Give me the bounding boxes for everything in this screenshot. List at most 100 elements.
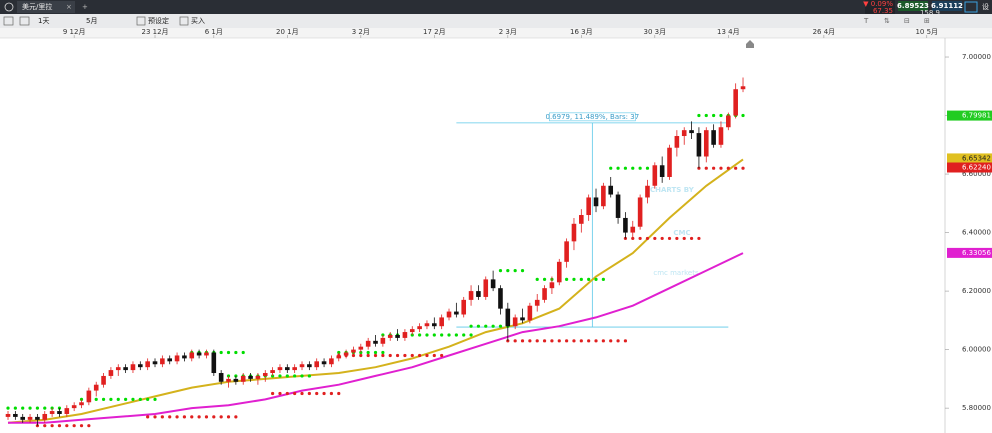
candle-body — [534, 299, 540, 306]
bid-box[interactable] — [898, 1, 928, 11]
level-dot — [315, 391, 319, 396]
preset[interactable]: 预设定 — [148, 16, 169, 25]
y-tick-label: 6.00000 — [962, 346, 991, 354]
tool-icon[interactable]: T — [863, 17, 869, 25]
candle-body — [387, 334, 393, 338]
date-axis — [0, 28, 992, 38]
candle-body — [483, 279, 489, 297]
level-dot — [542, 339, 547, 343]
candle-body — [645, 185, 650, 198]
candle-body — [424, 323, 430, 327]
candle-body — [57, 411, 62, 414]
level-dot — [153, 397, 157, 401]
level-dot — [116, 397, 120, 401]
candle-body — [343, 352, 349, 356]
level-dot — [278, 391, 282, 396]
candle-body — [79, 402, 84, 406]
candle-body — [130, 364, 136, 371]
y-tick-label: 6.60000 — [962, 170, 991, 178]
watermark-bottom: cmc markets — [653, 269, 699, 277]
tool-icon[interactable]: ⇅ — [884, 17, 890, 25]
x-tick-label: 26 4月 — [813, 28, 836, 36]
level-dot — [535, 277, 539, 281]
buy-icon[interactable] — [179, 16, 189, 26]
x-tick-label: 6 1月 — [205, 28, 223, 36]
level-dot — [219, 350, 223, 355]
level-dot — [43, 424, 47, 428]
menu-icon[interactable] — [3, 16, 14, 26]
level-dot — [168, 415, 172, 419]
layout-button[interactable] — [964, 1, 978, 13]
tool-icon[interactable]: ⊟ — [904, 17, 910, 25]
level-dot — [190, 415, 194, 419]
level-dot — [300, 391, 304, 396]
candle-body — [549, 282, 555, 289]
candle-body — [174, 355, 180, 362]
settings[interactable]: 设 — [982, 2, 989, 11]
ask-box[interactable] — [932, 1, 962, 11]
candle-body — [615, 194, 621, 218]
buy[interactable]: 买入 — [191, 17, 205, 25]
candle-body — [123, 367, 128, 371]
tab-icon[interactable] — [4, 2, 14, 12]
candle-body — [439, 317, 444, 327]
level-dot — [498, 324, 503, 328]
candle-body — [674, 136, 680, 148]
level-dot — [550, 339, 554, 343]
level-dot — [587, 277, 591, 281]
candle-body — [571, 223, 577, 242]
candle-body — [20, 416, 26, 420]
level-dot — [587, 339, 591, 343]
new-tab[interactable]: + — [82, 3, 88, 11]
tab[interactable] — [17, 1, 75, 13]
level-dot — [697, 236, 701, 241]
level-dot — [623, 339, 628, 343]
x-tick-label: 9 12月 — [63, 28, 86, 36]
tool-icon[interactable]: ⊞ — [924, 17, 930, 25]
candle-body — [380, 337, 386, 344]
grid-icon[interactable] — [19, 16, 30, 26]
candle-body — [329, 358, 334, 365]
candle-body — [490, 279, 496, 289]
level-dot — [101, 397, 106, 401]
candle-body — [476, 291, 481, 297]
level-dot — [293, 391, 297, 396]
ask[interactable]: 6.91112 — [931, 2, 963, 10]
level-dot — [704, 166, 708, 170]
candle-body — [402, 332, 408, 338]
level-dot — [395, 353, 400, 358]
level-dot — [373, 350, 378, 355]
tab-title[interactable]: 美元/里拉 — [22, 2, 52, 11]
level-dot — [138, 397, 142, 401]
candle-body — [630, 226, 636, 233]
candle-body — [255, 375, 261, 379]
level-dot — [146, 415, 150, 419]
interval[interactable]: 1天 — [38, 17, 49, 25]
candle-body — [726, 115, 731, 128]
candle-body — [270, 370, 275, 374]
watermark: CHARTS BY CMC cmc markets — [650, 186, 699, 277]
level-dot — [513, 269, 517, 273]
level-dot — [278, 374, 282, 378]
change-box — [865, 0, 895, 14]
level-dot — [609, 166, 613, 170]
x-tick-label: 20 1月 — [276, 28, 299, 36]
home-icon[interactable] — [746, 40, 754, 48]
candle-body — [285, 367, 290, 371]
preset-icon[interactable] — [136, 16, 146, 26]
level-dot — [212, 415, 216, 419]
candle-body — [101, 375, 106, 385]
level-dot — [660, 236, 664, 241]
bid[interactable]: 6.89523 — [897, 2, 929, 10]
candle-body — [299, 364, 305, 368]
level-dot — [616, 166, 620, 170]
tab-close[interactable]: × — [66, 3, 72, 11]
range[interactable]: 5月 — [86, 17, 97, 25]
level-dot — [734, 166, 738, 170]
level-dot — [329, 391, 334, 396]
level-dot — [528, 339, 532, 343]
level-dot — [300, 374, 304, 378]
candle-body — [498, 288, 503, 309]
y-tick-label: 6.20000 — [962, 287, 991, 295]
